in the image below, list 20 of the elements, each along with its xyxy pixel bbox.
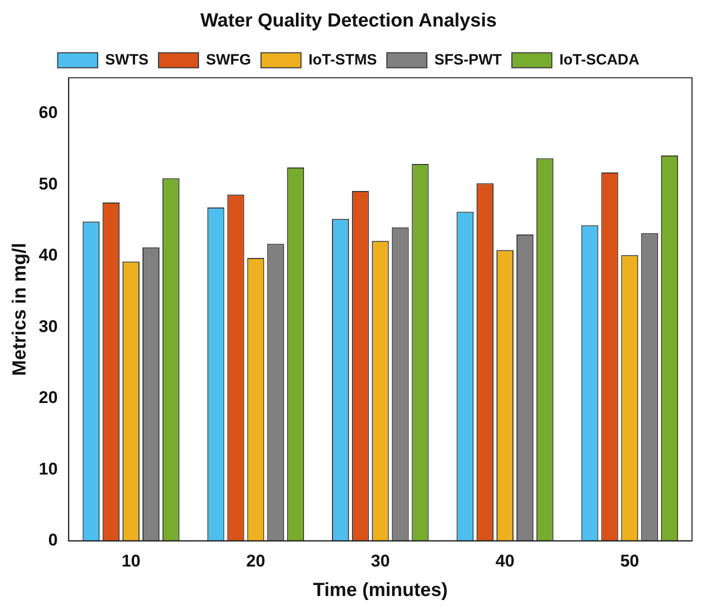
y-tick-label: 10 xyxy=(38,459,58,478)
legend-label: SFS-PWT xyxy=(434,51,502,68)
y-tick-label: 60 xyxy=(38,103,58,122)
legend-label: SWFG xyxy=(206,51,252,68)
x-tick-label: 10 xyxy=(122,552,140,571)
y-tick-label: 0 xyxy=(48,530,58,550)
chart-title: Water Quality Detection Analysis xyxy=(200,10,497,32)
x-axis-title: Time (minutes) xyxy=(312,580,448,601)
x-tick-label: 50 xyxy=(620,552,640,571)
y-tick-label: 30 xyxy=(38,316,58,336)
y-tick-label: 50 xyxy=(38,174,58,194)
x-tick-label: 40 xyxy=(496,552,514,571)
legend-label: IoT-STMS xyxy=(308,51,377,68)
legend-label: SWTS xyxy=(105,51,149,68)
y-tick-label: 40 xyxy=(38,246,58,265)
x-tick-label: 30 xyxy=(370,552,390,571)
legend-label: IoT-SCADA xyxy=(559,51,640,68)
y-tick-label: 20 xyxy=(38,388,58,408)
y-axis-title: Metrics in mg/l xyxy=(10,242,31,376)
x-tick-label: 20 xyxy=(246,552,266,571)
